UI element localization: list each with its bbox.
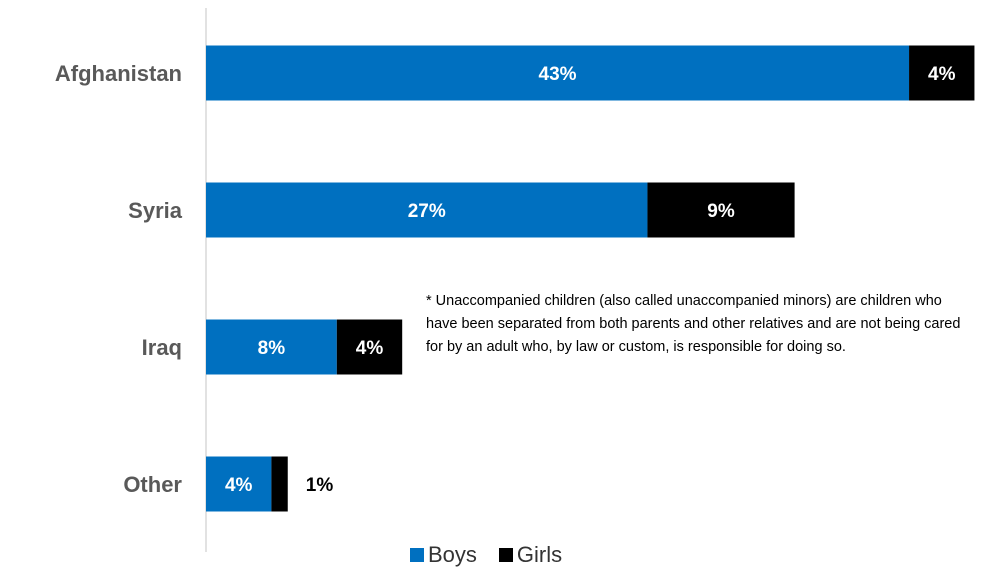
bar-boys-afghanistan bbox=[206, 45, 910, 101]
data-label-girls-other: 1% bbox=[306, 475, 334, 496]
legend-label-boys: Boys bbox=[428, 542, 477, 567]
data-label-girls-iraq: 4% bbox=[356, 338, 384, 359]
legend-swatch-boys bbox=[410, 548, 424, 562]
data-label-girls-afghanistan: 4% bbox=[928, 64, 956, 85]
category-label-iraq: Iraq bbox=[142, 335, 182, 360]
category-label-afghanistan: Afghanistan bbox=[55, 61, 182, 86]
category-label-syria: Syria bbox=[128, 198, 183, 223]
bar-girls-iraq bbox=[336, 319, 403, 375]
legend-swatch-girls bbox=[498, 548, 513, 562]
data-label-boys-iraq: 8% bbox=[258, 338, 286, 359]
bar-girls-other bbox=[271, 456, 288, 512]
data-label-boys-afghanistan: 43% bbox=[539, 64, 577, 85]
legend-item-boys: Boys bbox=[410, 542, 477, 568]
data-label-girls-syria: 9% bbox=[707, 201, 735, 222]
legend: Boys Girls bbox=[410, 542, 584, 568]
bar-boys-syria bbox=[206, 182, 648, 238]
category-label-other: Other bbox=[123, 472, 182, 497]
footnote: * Unaccompanied children (also called un… bbox=[426, 293, 961, 355]
bar-girls-afghanistan bbox=[909, 45, 975, 101]
bar-girls-syria bbox=[647, 182, 795, 238]
legend-item-girls: Girls bbox=[498, 542, 563, 568]
legend-label-girls: Girls bbox=[516, 542, 563, 567]
data-label-boys-syria: 27% bbox=[408, 201, 446, 222]
bar-boys-other bbox=[206, 456, 272, 512]
bar-boys-iraq bbox=[206, 319, 337, 375]
data-label-boys-other: 4% bbox=[225, 475, 253, 496]
